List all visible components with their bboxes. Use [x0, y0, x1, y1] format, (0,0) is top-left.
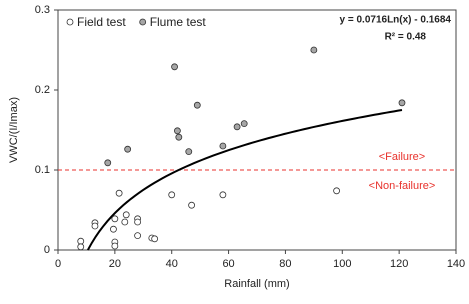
x-tick-label: 60 [222, 258, 234, 270]
data-point [168, 191, 176, 199]
data-point [122, 211, 130, 219]
data-point [121, 218, 129, 226]
legend-marker [66, 18, 74, 26]
data-point [193, 101, 201, 109]
trend-r2: R² = 0.48 [385, 32, 427, 43]
data-point [151, 235, 159, 243]
data-point [104, 159, 112, 167]
data-point [111, 242, 119, 250]
trend-equation: y = 0.0716Ln(x) - 0.1684 [340, 15, 452, 26]
data-point [77, 237, 85, 245]
x-tick-label: 0 [55, 258, 61, 270]
x-tick-label: 20 [109, 258, 121, 270]
data-point [134, 218, 142, 226]
y-tick-label: 0 [44, 244, 50, 256]
data-point [188, 201, 196, 209]
plot-frame [57, 9, 457, 251]
data-point [110, 225, 117, 233]
data-point [111, 215, 119, 223]
legend-label: Field test [77, 15, 126, 29]
trendline [86, 109, 403, 251]
data-point [124, 145, 132, 153]
threshold-lower-label: <Non-failure> [369, 180, 436, 192]
y-tick-label: 0.3 [35, 4, 50, 16]
data-point [310, 46, 318, 54]
data-point [173, 127, 181, 135]
data-point [175, 133, 183, 141]
data-point [171, 63, 178, 71]
data-point [219, 191, 227, 199]
data-point [333, 187, 341, 195]
x-tick-label: 80 [279, 258, 291, 270]
x-tick-label: 120 [390, 258, 408, 270]
legend-marker [139, 18, 147, 26]
data-point [233, 123, 241, 131]
data-point [134, 232, 142, 240]
data-point [91, 222, 99, 230]
threshold-upper-label: <Failure> [379, 151, 425, 163]
data-point [240, 120, 248, 127]
legend-label: Flume test [150, 15, 207, 29]
x-axis-title: Rainfall (mm) [224, 278, 289, 290]
y-tick-label: 0.2 [35, 84, 50, 96]
x-tick-label: 100 [333, 258, 351, 270]
y-tick-label: 0.1 [35, 164, 50, 176]
data-point [398, 99, 406, 107]
x-tick-label: 140 [447, 258, 465, 270]
data-point [185, 148, 193, 156]
x-tick-label: 40 [166, 258, 178, 270]
y-axis-title: VWC/(I/Imax) [8, 97, 20, 163]
data-point [219, 142, 227, 150]
data-point [115, 189, 123, 197]
data-point [77, 243, 85, 251]
